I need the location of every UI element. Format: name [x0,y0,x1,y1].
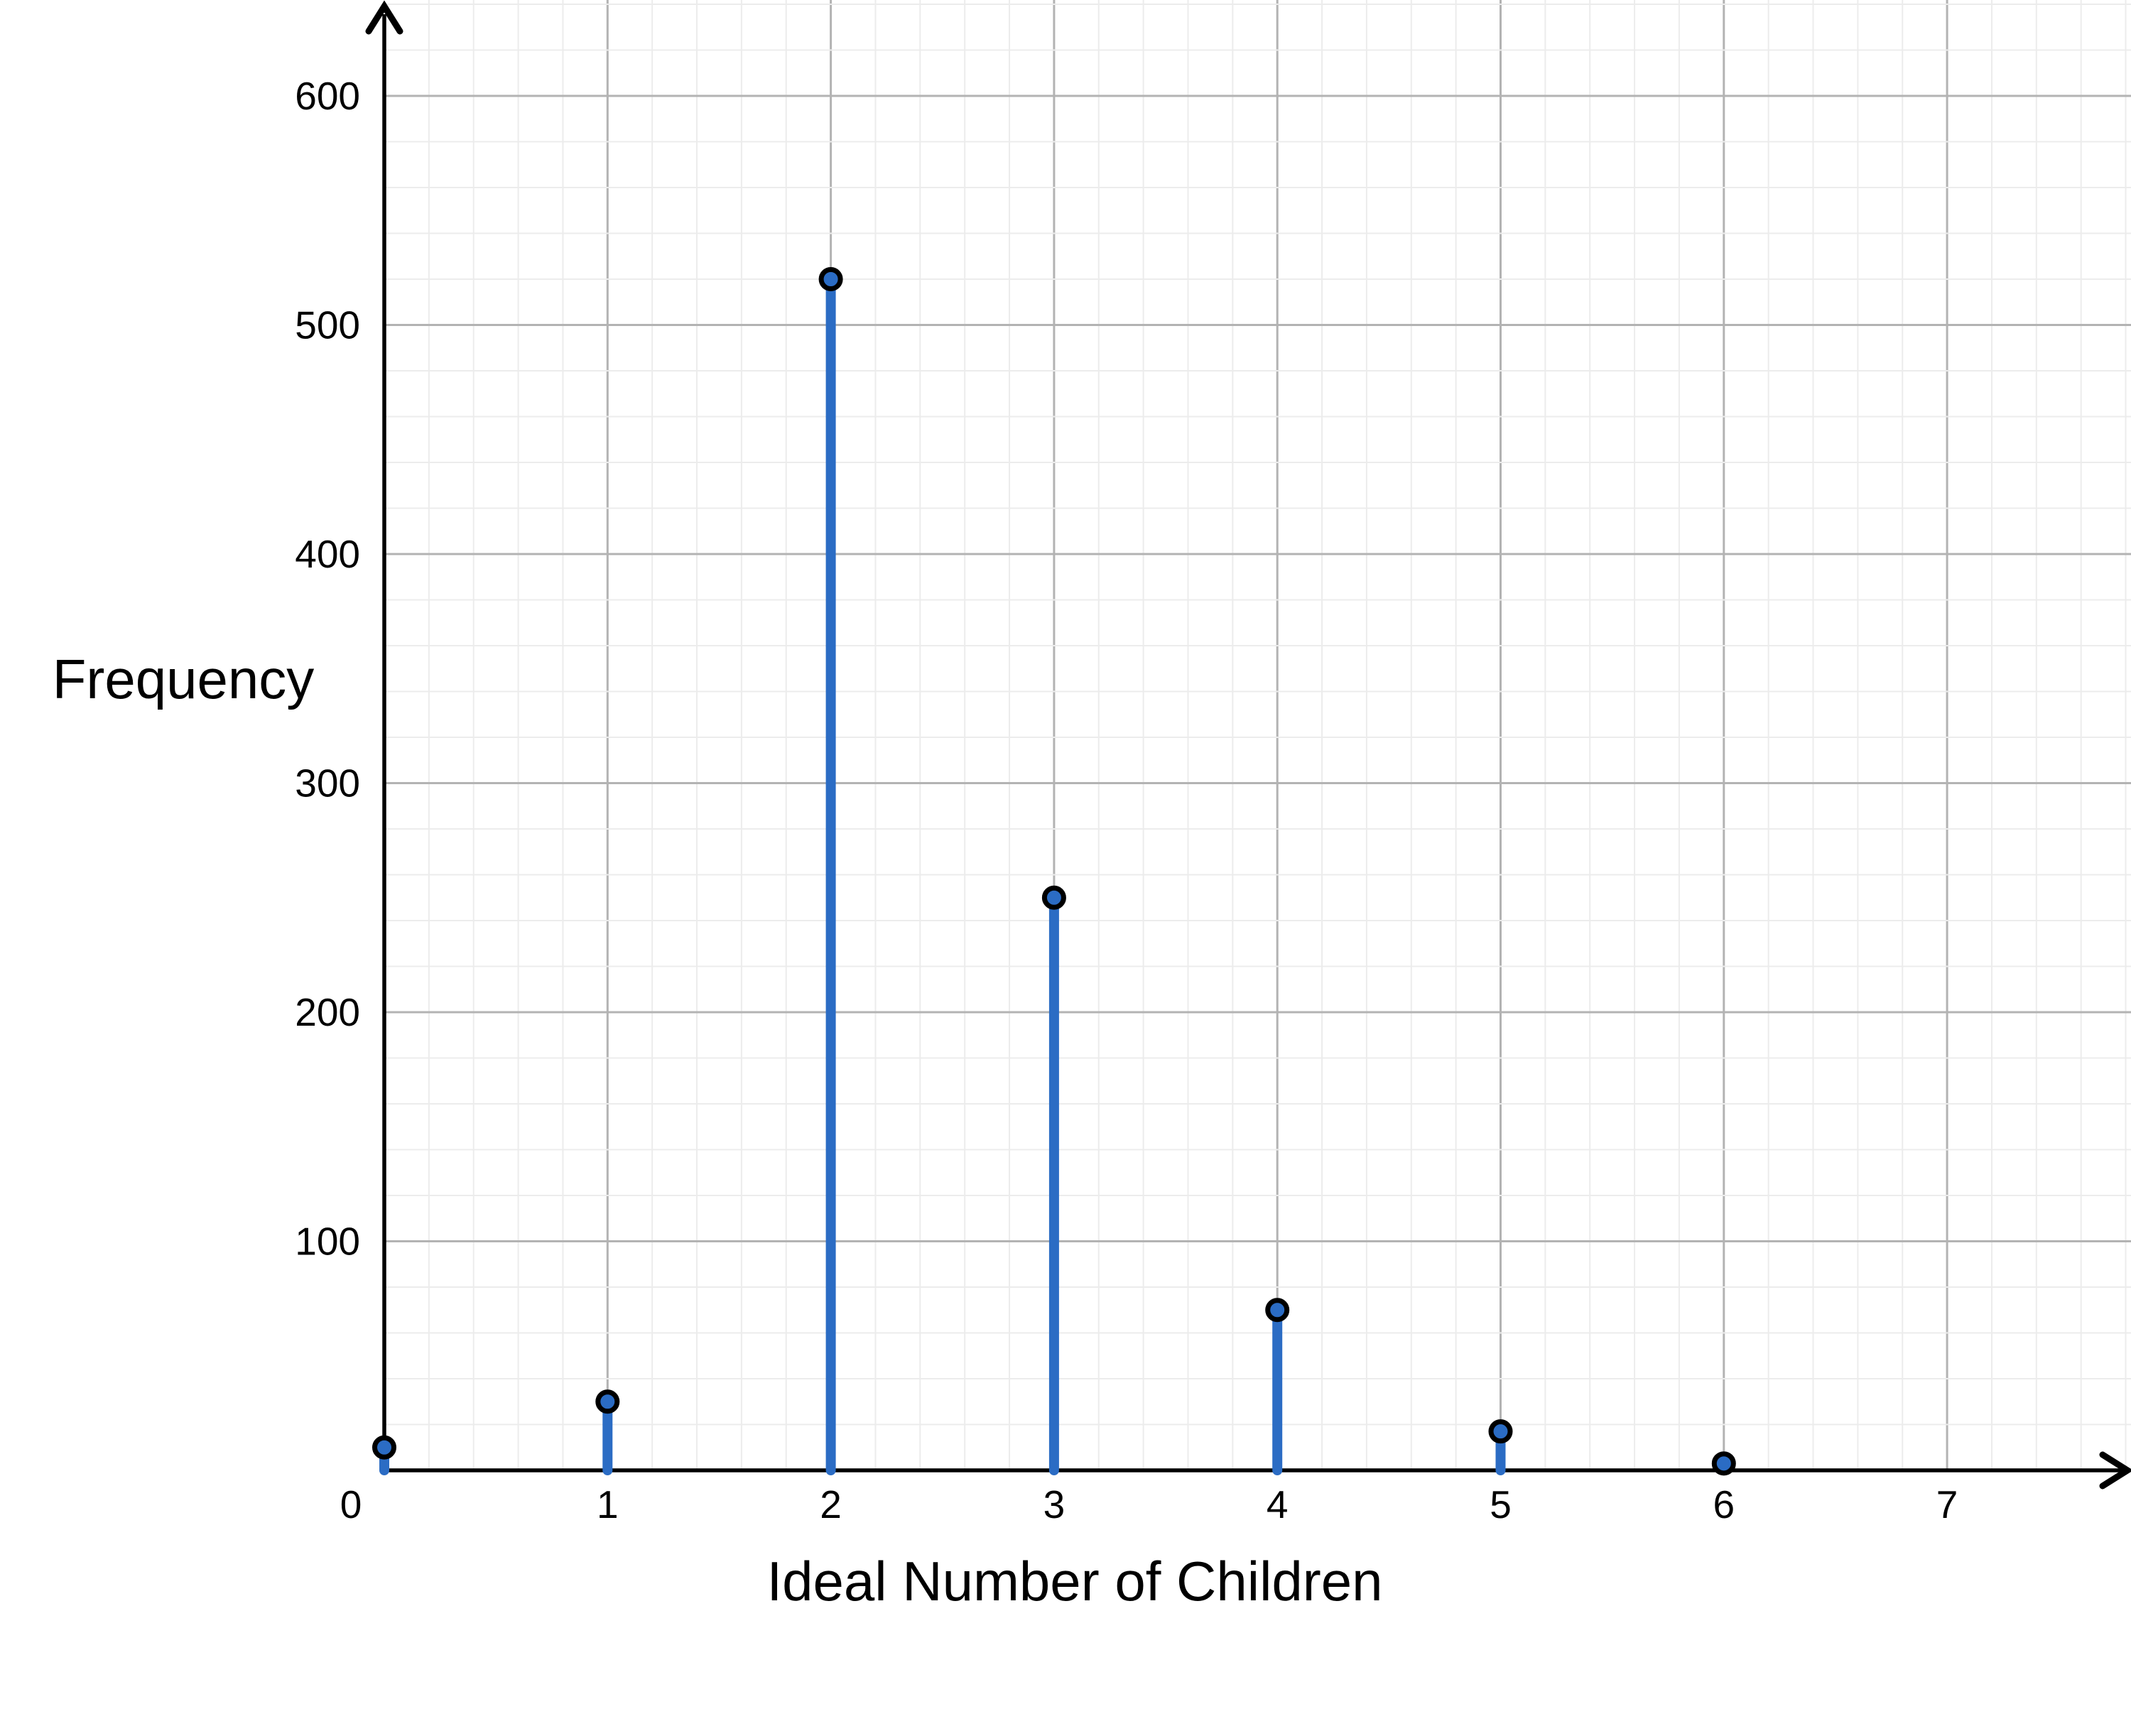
x-tick-label: 6 [1713,1482,1735,1526]
x-axis-label: Ideal Number of Children [766,1550,1382,1612]
data-point-dot [1711,1451,1736,1476]
data-point-dot [818,267,843,291]
axis-x-arrow-icon [2099,1451,2131,1490]
x-tick-label: 3 [1043,1482,1066,1526]
y-tick-label: 500 [295,303,360,347]
data-point-dot [595,1389,620,1414]
y-tick-label: 600 [295,74,360,118]
y-axis-label: Frequency [53,648,315,710]
data-point-dot [1488,1419,1513,1444]
x-tick-label: 1 [597,1482,619,1526]
axes [365,0,2131,1490]
data-series [372,267,1736,1476]
y-tick-label: 400 [295,532,360,576]
x-tick-label: 0 [340,1482,362,1526]
data-point-dot [1041,885,1066,910]
y-tick-label: 200 [295,990,360,1034]
axis-y-arrow-icon [365,0,403,35]
x-tick-label: 7 [1936,1482,1958,1526]
gridlines [384,0,2131,1470]
x-tick-label: 4 [1267,1482,1289,1526]
data-point-dot [1265,1298,1290,1323]
x-tick-label: 5 [1490,1482,1512,1526]
tick-labels: 100 200 300 400 500 600 0 1 2 3 4 5 6 7 [295,74,1958,1526]
x-tick-label: 2 [820,1482,842,1526]
y-tick-label: 100 [295,1220,360,1264]
y-tick-label: 300 [295,761,360,805]
data-point-dot [372,1435,396,1460]
